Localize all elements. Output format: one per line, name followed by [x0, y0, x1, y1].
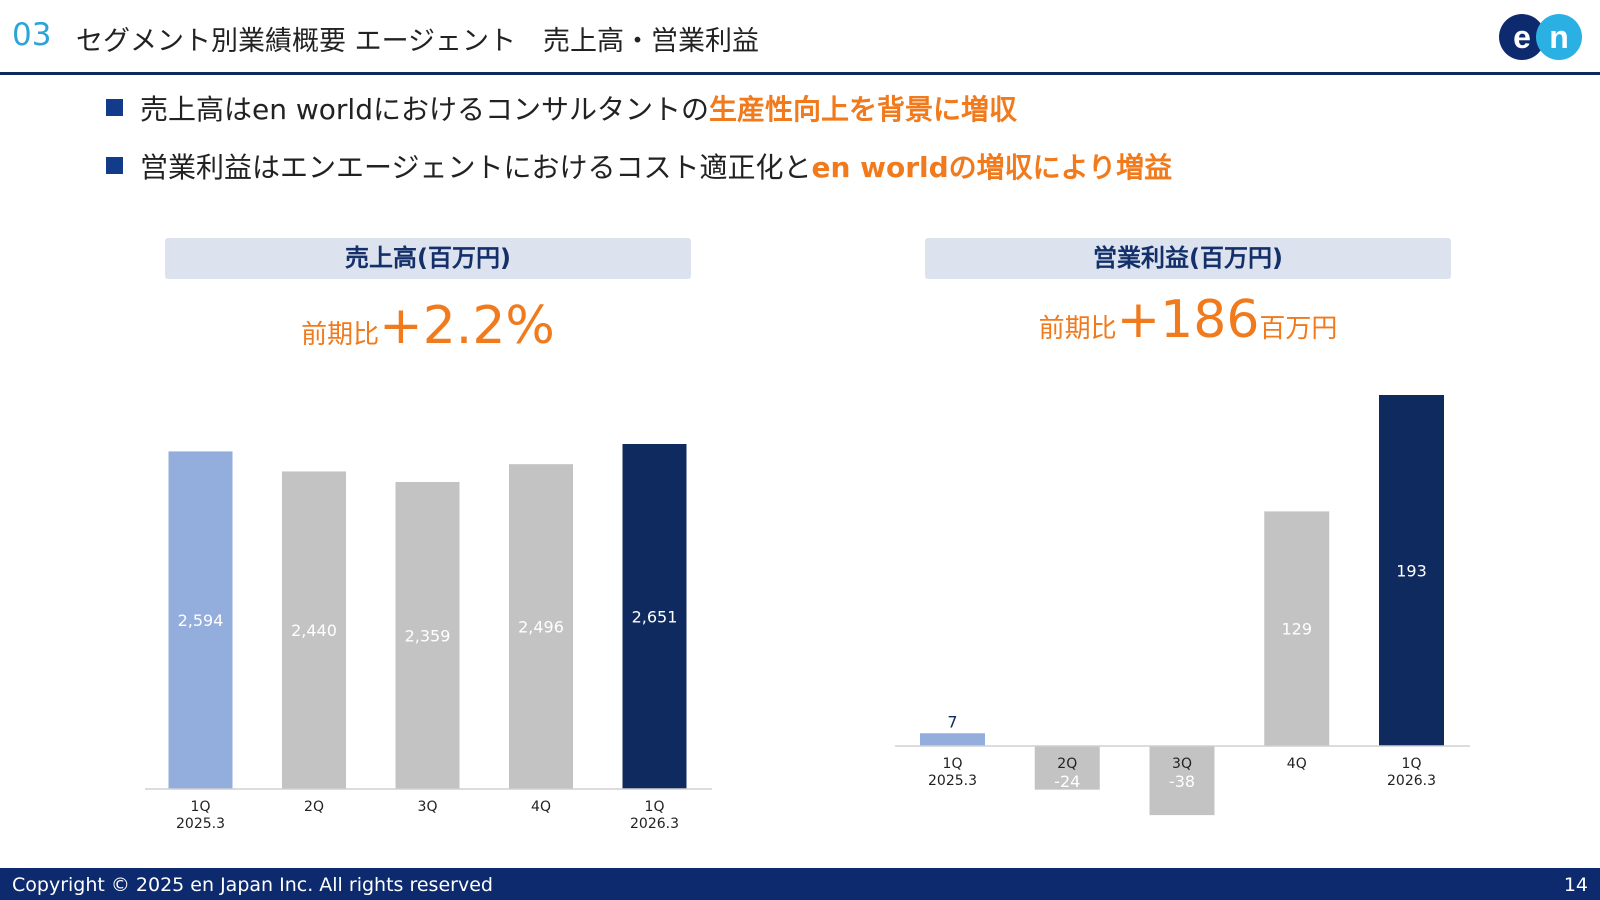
- revenue-bar: [282, 471, 346, 789]
- profit-value-label: 129: [1281, 620, 1312, 639]
- profit-category-label: 1Q: [1402, 756, 1422, 772]
- revenue-category-label: 1Q: [645, 799, 665, 815]
- svg-text:e: e: [1513, 19, 1531, 55]
- profit-bar: [1379, 395, 1444, 746]
- profit-bar: [1034, 746, 1100, 790]
- svg-text:n: n: [1549, 19, 1569, 55]
- profit-category-label: 2026.3: [1387, 773, 1436, 789]
- bullet-highlight: 生産性向上を背景に増収: [708, 93, 1017, 126]
- profit-growth-prefix: 前期比: [1038, 314, 1117, 344]
- profit-category-label: 4Q: [1287, 756, 1307, 772]
- revenue-growth: 前期比+2.2%: [165, 296, 691, 356]
- copyright-text: Copyright © 2025 en Japan Inc. All right…: [12, 874, 493, 896]
- profit-category-label: 1Q: [943, 756, 963, 772]
- bullet-profit: 営業利益はエンエージェントにおけるコスト適正化とen worldの増収により増益: [106, 146, 1172, 186]
- profit-bar: [920, 733, 985, 746]
- bullet-text: 売上高はen worldにおけるコンサルタントの: [140, 93, 709, 126]
- revenue-bar: [395, 482, 460, 789]
- revenue-growth-value: +2.2%: [379, 296, 555, 356]
- revenue-bar: [168, 451, 233, 789]
- profit-category-label: 2Q: [1057, 756, 1077, 772]
- profit-growth-value: +186: [1116, 290, 1260, 350]
- revenue-panel-title: 売上高(百万円): [165, 238, 691, 279]
- revenue-value-label: 2,651: [632, 608, 678, 627]
- revenue-value-label: 2,440: [291, 621, 337, 640]
- revenue-bar: [509, 464, 573, 789]
- revenue-value-label: 2,359: [405, 627, 451, 646]
- revenue-category-label: 2025.3: [176, 816, 225, 832]
- revenue-category-label: 2026.3: [630, 816, 679, 832]
- revenue-value-label: 2,594: [178, 611, 224, 630]
- profit-category-label: 2025.3: [928, 773, 977, 789]
- profit-value-label: -38: [1169, 772, 1195, 791]
- profit-value-label: 7: [947, 712, 957, 731]
- revenue-category-label: 4Q: [531, 799, 551, 815]
- revenue-category-label: 1Q: [191, 799, 211, 815]
- profit-value-label: 193: [1396, 562, 1427, 581]
- slide-footer: Copyright © 2025 en Japan Inc. All right…: [0, 868, 1600, 900]
- bullet-square-icon: [106, 157, 123, 174]
- bullet-highlight: en worldの増収により増益: [811, 151, 1173, 184]
- profit-value-label: -24: [1054, 772, 1080, 791]
- revenue-category-label: 3Q: [418, 799, 438, 815]
- profit-bar: [1149, 746, 1215, 816]
- revenue-bar: [622, 444, 687, 789]
- bullet-revenue: 売上高はen worldにおけるコンサルタントの生産性向上を背景に増収: [106, 88, 1017, 128]
- profit-growth-suffix: 百万円: [1259, 314, 1338, 344]
- en-logo: e n: [1499, 14, 1582, 60]
- profit-category-label: 3Q: [1172, 756, 1192, 772]
- revenue-growth-prefix: 前期比: [301, 320, 380, 350]
- revenue-category-label: 2Q: [304, 799, 324, 815]
- profit-growth: 前期比+186百万円: [925, 290, 1451, 350]
- profit-bar: [1264, 511, 1330, 746]
- bullet-text: 営業利益はエンエージェントにおけるコスト適正化と: [140, 151, 812, 184]
- bullet-square-icon: [106, 99, 123, 116]
- profit-panel-title: 営業利益(百万円): [925, 238, 1451, 279]
- page-number: 14: [1563, 874, 1588, 896]
- slide-header: 03 セグメント別業績概要 エージェント 売上高・営業利益 e n: [0, 0, 1600, 75]
- slide-title: セグメント別業績概要 エージェント 売上高・営業利益: [76, 26, 760, 57]
- revenue-value-label: 2,496: [518, 618, 564, 637]
- section-number: 03: [12, 17, 52, 53]
